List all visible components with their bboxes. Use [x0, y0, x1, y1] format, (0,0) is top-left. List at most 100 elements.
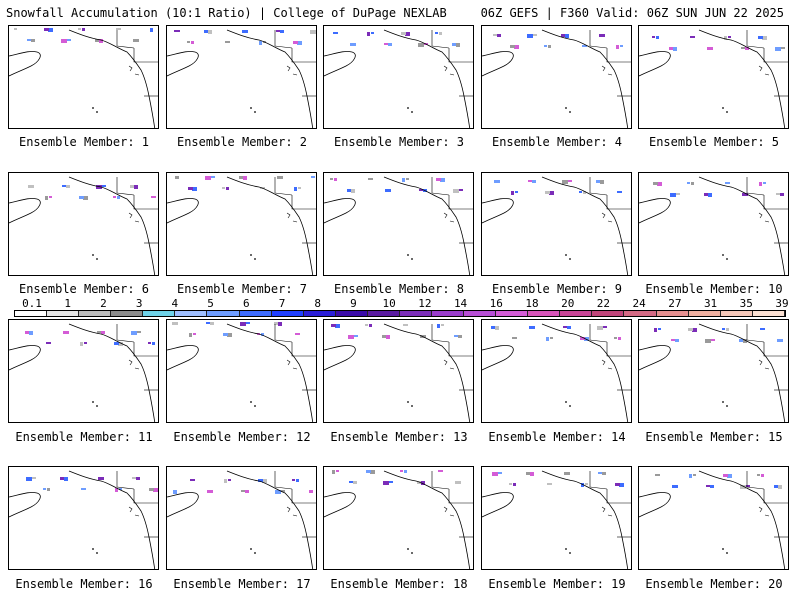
colorbar-swatch — [47, 311, 80, 316]
colorbar-swatch — [207, 311, 240, 316]
ensemble-member-label: Ensemble Member: 10 — [645, 282, 783, 296]
ensemble-member-map-5 — [638, 25, 789, 129]
ensemble-member-label: Ensemble Member: 19 — [488, 577, 626, 591]
ensemble-member-label: Ensemble Member: 12 — [173, 430, 311, 444]
colorbar-tick-label: 8 — [314, 297, 322, 310]
ensemble-member-label: Ensemble Member: 15 — [645, 430, 783, 444]
map-snowfall-graphic — [167, 176, 316, 275]
ensemble-member-map-18 — [323, 466, 474, 570]
ensemble-member-label: Ensemble Member: 13 — [330, 430, 468, 444]
map-snowfall-graphic — [639, 323, 788, 422]
map-snowfall-graphic — [9, 323, 158, 422]
ensemble-member-map-9 — [481, 172, 632, 276]
colorbar-tick-label: 6 — [242, 297, 250, 310]
colorbar-swatch — [335, 311, 368, 316]
ensemble-member-map-3 — [323, 25, 474, 129]
colorbar-labels: 0.1 1 2 3 4 5 6 7 8 9 10 12 14 16 18 20 22 24 27 31 35 39 — [14, 297, 789, 310]
ensemble-member-map-7 — [166, 172, 317, 276]
ensemble-member-map-16 — [8, 466, 159, 570]
colorbar-tick-label: 2 — [100, 297, 107, 310]
ensemble-member-map-20 — [638, 466, 789, 570]
ensemble-member-label: Ensemble Member: 7 — [176, 282, 308, 296]
colorbar-swatch — [79, 311, 112, 316]
ensemble-member-map-11 — [8, 319, 159, 423]
ensemble-member-map-13 — [323, 319, 474, 423]
colorbar-tick-label: 5 — [207, 297, 214, 310]
colorbar-swatch — [271, 311, 304, 316]
ensemble-member-map-17 — [166, 466, 317, 570]
map-snowfall-graphic — [324, 29, 473, 128]
ensemble-member-label: Ensemble Member: 6 — [18, 282, 150, 296]
map-snowfall-graphic — [639, 29, 788, 128]
colorbar-swatch — [399, 311, 433, 316]
colorbar-swatch — [239, 311, 272, 316]
colorbar-swatch — [496, 311, 529, 316]
colorbar-swatch — [15, 311, 48, 316]
header-left-title: Snowfall Accumulation (10:1 Ratio) | Col… — [6, 6, 447, 20]
ensemble-member-map-6 — [8, 172, 159, 276]
ensemble-member-map-14 — [481, 319, 632, 423]
colorbar-tick-label: 14 — [453, 297, 468, 310]
map-snowfall-graphic — [639, 176, 788, 275]
ensemble-member-map-2 — [166, 25, 317, 129]
colorbar-tick-label: 22 — [596, 297, 611, 310]
ensemble-member-label: Ensemble Member: 9 — [491, 282, 623, 296]
ensemble-member-map-19 — [481, 466, 632, 570]
header-right-title: 06Z GEFS | F360 Valid: 06Z SUN JUN 22 20… — [480, 6, 784, 20]
colorbar-tick-label: 1 — [64, 297, 72, 310]
ensemble-member-map-4 — [481, 25, 632, 129]
map-snowfall-graphic — [9, 176, 158, 275]
ensemble-member-map-8 — [323, 172, 474, 276]
map-snowfall-graphic — [324, 176, 473, 275]
map-snowfall-graphic — [324, 323, 473, 422]
colorbar-tick-label: 27 — [668, 297, 682, 310]
ensemble-member-map-1 — [8, 25, 159, 129]
colorbar-tick-label: 10 — [382, 297, 396, 310]
ensemble-member-label: Ensemble Member: 17 — [173, 577, 311, 591]
map-snowfall-graphic — [167, 322, 316, 422]
colorbar-swatch — [303, 311, 336, 316]
ensemble-member-map-10 — [638, 172, 789, 276]
ensemble-member-label: Ensemble Member: 5 — [648, 135, 780, 149]
colorbar-tick-label: 20 — [561, 297, 575, 310]
colorbar-tick-label: 31 — [703, 297, 718, 310]
ensemble-member-label: Ensemble Member: 8 — [333, 282, 465, 296]
colorbar-tick-label: 12 — [418, 297, 432, 310]
map-snowfall-graphic — [9, 28, 158, 128]
colorbar-tick-label: 9 — [350, 297, 357, 310]
map-snowfall-graphic — [167, 29, 316, 128]
ensemble-member-label: Ensemble Member: 14 — [488, 430, 626, 444]
colorbar-swatch — [432, 311, 465, 316]
map-snowfall-graphic — [482, 176, 631, 275]
map-snowfall-graphic — [482, 323, 631, 422]
colorbar-tick-label: 24 — [632, 297, 646, 310]
colorbar-tick-label: 39 — [775, 297, 789, 310]
map-snowfall-graphic — [9, 470, 158, 569]
colorbar-tick-label: 18 — [525, 297, 539, 310]
ensemble-member-label: Ensemble Member: 2 — [176, 135, 308, 149]
colorbar-swatch — [656, 311, 689, 316]
ensemble-member-map-15 — [638, 319, 789, 423]
ensemble-member-label: Ensemble Member: 11 — [15, 430, 153, 444]
ensemble-member-label: Ensemble Member: 16 — [15, 577, 153, 591]
colorbar-swatch — [624, 311, 657, 316]
colorbar-tick-label: 35 — [739, 297, 753, 310]
colorbar-tick-label: 16 — [489, 297, 503, 310]
map-snowfall-graphic — [167, 470, 316, 569]
ensemble-member-map-12 — [166, 319, 317, 423]
map-snowfall-graphic — [482, 470, 631, 569]
colorbar-tick-label: 0.1 — [22, 297, 42, 310]
ensemble-member-label: Ensemble Member: 4 — [491, 135, 623, 149]
colorbar-swatch — [528, 311, 561, 316]
ensemble-member-label: Ensemble Member: 20 — [645, 577, 783, 591]
colorbar-swatch — [752, 311, 785, 316]
colorbar — [14, 310, 786, 317]
colorbar-swatch — [367, 311, 400, 316]
colorbar-swatch — [560, 311, 593, 316]
map-snowfall-graphic — [324, 470, 473, 569]
map-snowfall-graphic — [639, 470, 788, 569]
colorbar-swatch — [592, 311, 625, 316]
colorbar-swatch — [464, 311, 497, 316]
colorbar-tick-label: 4 — [171, 297, 179, 310]
colorbar-tick-label: 3 — [135, 297, 143, 310]
